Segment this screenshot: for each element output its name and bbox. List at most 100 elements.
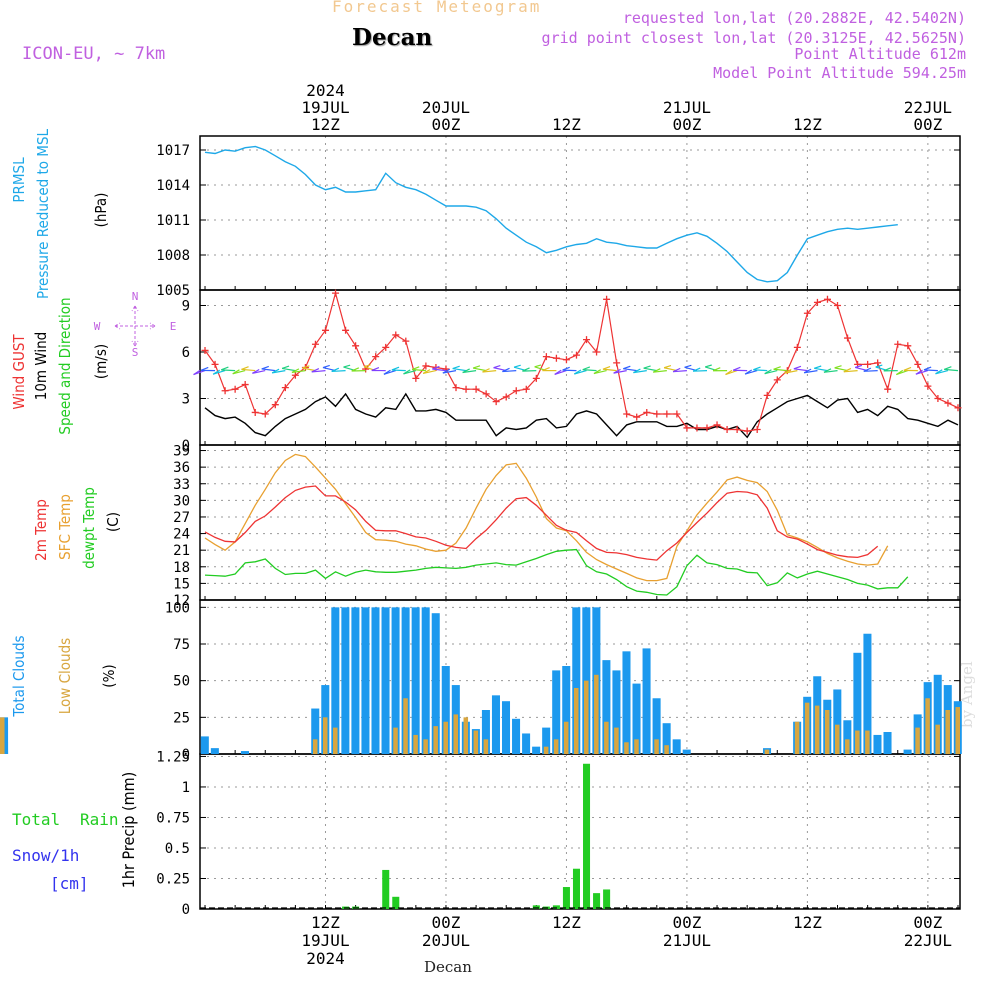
gust-marker	[683, 424, 691, 432]
wind-arrow-head	[302, 365, 310, 369]
time-label-top: 00Z	[432, 115, 461, 134]
gust-marker	[914, 360, 922, 368]
wind-arrow-head	[744, 369, 753, 375]
rain-bar	[603, 889, 611, 909]
wind-arrow-head	[261, 365, 269, 370]
dewpoint-label: dewpt Temp	[80, 487, 98, 569]
low-cloud-bar	[0, 742, 5, 754]
wind-arrow-head	[732, 366, 741, 371]
low-cloud-bar	[855, 730, 860, 754]
time-label-top: 12Z	[552, 115, 581, 134]
wind-arrow-head	[291, 368, 300, 373]
compass-e-icon: E	[170, 320, 177, 333]
low-cloud-bar	[865, 730, 870, 754]
time-label-top: 20JUL	[422, 98, 470, 117]
wind-arrow	[582, 369, 597, 372]
wind-arrow	[602, 368, 617, 372]
total-cloud-bar	[401, 607, 410, 754]
gust-marker	[332, 289, 340, 297]
total-cloud-bar	[602, 660, 611, 754]
wind-arrow	[863, 370, 878, 372]
gust-marker	[352, 342, 360, 350]
wind-arrow	[663, 367, 678, 372]
wind-arrow-head	[684, 364, 692, 368]
rain-bar	[572, 868, 580, 909]
wind-arrow-head	[311, 367, 320, 373]
gust-marker	[382, 343, 390, 351]
wind-arrow-head	[875, 364, 883, 368]
wind-arrow	[493, 367, 507, 372]
wind-ylabel: (m/s)	[92, 344, 110, 379]
pressure-label-2: Pressure Reduced to MSL	[34, 128, 52, 299]
gust-marker	[663, 410, 671, 418]
low-cloud-bar	[413, 734, 418, 754]
wind-arrow	[613, 370, 627, 374]
total-cloud-bar	[200, 736, 209, 754]
low-cloud-bar	[433, 726, 438, 754]
wind-arrow-head	[854, 364, 863, 368]
wind-arrow-head	[482, 368, 490, 373]
wind-arrow	[823, 370, 838, 373]
wind-arrow-head	[602, 366, 611, 370]
rain-bar	[382, 869, 390, 909]
y-tick-label: 0.25	[156, 871, 190, 887]
temp-2m-line	[204, 485, 879, 561]
cloud-ylabel: (%)	[100, 664, 118, 687]
gust-marker	[864, 360, 872, 368]
wind-arrow	[623, 368, 637, 372]
wind-arrow	[793, 368, 808, 372]
low-cloud-bar	[614, 727, 619, 754]
total-cloud-bar	[833, 689, 842, 754]
low-cloud-label: Low Clouds	[56, 638, 74, 714]
model-name: ICON-EU, ~ 7km	[22, 44, 166, 64]
gust-marker	[221, 387, 229, 395]
total-cloud-bar	[652, 698, 661, 754]
total-cloud-bar	[210, 748, 219, 754]
wind-arrow-head	[252, 368, 260, 374]
low-cloud-bar	[393, 727, 398, 754]
wind-arrow-head	[663, 365, 672, 369]
y-tick-label: 9	[182, 299, 190, 315]
precip-unit-label: [cm]	[50, 874, 89, 893]
total-cloud-bar	[562, 666, 571, 754]
time-label-bottom: 12Z	[552, 913, 581, 932]
wind-arrow-head	[692, 367, 701, 372]
gust-marker	[412, 374, 420, 382]
temp-ylabel: (C)	[104, 512, 122, 532]
wind-arrow-head	[432, 365, 440, 370]
wind-arrow-head	[331, 367, 340, 372]
wind-arrow-head	[562, 366, 570, 371]
wind-arrow-head	[915, 369, 923, 375]
gust-marker	[532, 374, 540, 382]
gust-marker	[623, 410, 631, 418]
wind-arrow	[302, 367, 316, 372]
low-cloud-bar	[925, 698, 930, 754]
wind-arrow-head	[823, 368, 832, 373]
total-cloud-bar	[491, 695, 500, 754]
y-tick-label: 1014	[156, 178, 190, 194]
rain-bar	[562, 887, 570, 909]
low-cloud-bar	[443, 721, 448, 754]
low-cloud-bar	[553, 739, 559, 754]
gust-marker	[613, 359, 621, 367]
y-tick-label: 1008	[156, 248, 190, 264]
wind-arrow-head	[712, 367, 721, 372]
wind-arrow	[442, 370, 457, 374]
wind-arrow-head	[863, 367, 872, 372]
panel-frame-wind	[199, 289, 961, 446]
wind-arrow-head	[652, 368, 661, 373]
total-cloud-bar	[351, 607, 360, 754]
wind-arrow-head	[351, 367, 360, 372]
gust-marker	[763, 391, 771, 399]
compass-n-icon: N	[132, 290, 139, 303]
gust-marker	[793, 343, 801, 351]
requested-location: requested lon,lat (20.2882E, 42.5402N)	[622, 9, 966, 27]
wind-arrow	[643, 367, 657, 372]
wind-arrow-head	[725, 369, 733, 376]
wind-arrow-head	[784, 368, 792, 374]
wind-arrow-head	[193, 369, 201, 376]
wind-direction-label: Speed and Direction	[56, 297, 74, 434]
time-label-bottom: 21JUL	[663, 931, 711, 950]
gust-marker	[823, 295, 831, 303]
total-cloud-bar	[371, 607, 380, 754]
